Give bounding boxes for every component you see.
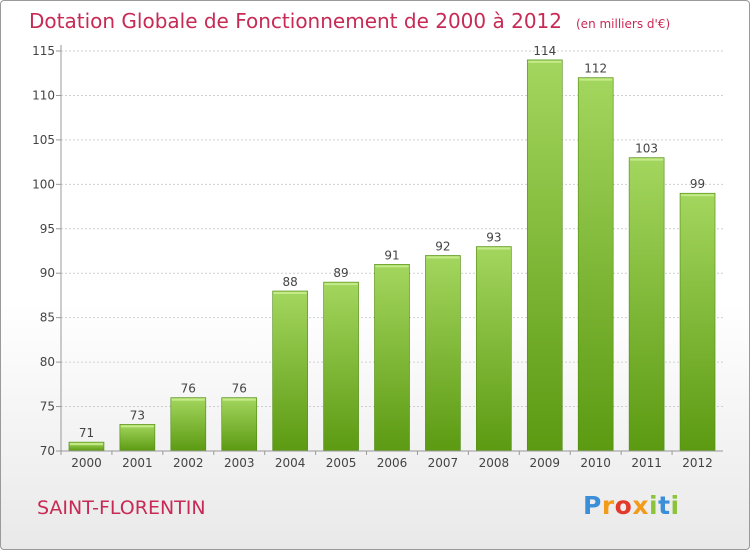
x-tick-label: 2010 — [580, 456, 611, 470]
data-label: 92 — [435, 239, 450, 253]
bar-layer: 71 73 76 76 88 89 91 92 93 114 112 103 99 — [68, 44, 716, 452]
x-tick-label: 2007 — [428, 456, 459, 470]
x-tick-label: 2011 — [631, 456, 662, 470]
data-label: 88 — [283, 275, 298, 289]
data-label: 76 — [232, 382, 247, 396]
data-label: 112 — [584, 62, 607, 76]
bar-highlight — [375, 265, 409, 268]
data-label: 71 — [79, 426, 94, 440]
x-tick-label: 2004 — [275, 456, 306, 470]
data-label: 114 — [533, 44, 556, 58]
commune-name: SAINT-FLORENTIN — [37, 497, 206, 519]
data-label: 103 — [635, 142, 658, 156]
x-tick-label: 2008 — [479, 456, 510, 470]
bar — [476, 246, 512, 452]
y-tick-label: 110 — [32, 88, 55, 102]
bar — [170, 397, 207, 452]
bar-highlight — [222, 398, 256, 401]
bar — [628, 157, 665, 452]
x-tick-label: 2002 — [173, 456, 204, 470]
x-tick-label: 2001 — [122, 456, 153, 470]
bar — [272, 290, 308, 452]
bar-highlight — [477, 247, 511, 250]
y-tick-label: 85 — [40, 311, 55, 325]
bar-highlight — [528, 60, 562, 63]
bar-highlight — [120, 425, 154, 428]
bar-highlight — [579, 78, 613, 81]
bar — [526, 59, 563, 452]
bar-highlight — [69, 443, 103, 446]
y-tick-label: 95 — [40, 222, 55, 236]
data-label: 91 — [384, 248, 399, 262]
chart-title: Dotation Globale de Fonctionnement de 20… — [29, 9, 670, 33]
data-label: 76 — [181, 382, 196, 396]
bar-highlight — [273, 292, 307, 294]
bar — [425, 255, 461, 452]
y-tick-label: 100 — [32, 177, 55, 191]
x-tick-label: 2003 — [224, 456, 255, 470]
y-tick-label: 75 — [40, 400, 55, 414]
x-tick-label: 2006 — [377, 456, 408, 470]
bar — [374, 264, 410, 452]
data-label: 73 — [130, 408, 145, 422]
bar-highlight — [324, 283, 358, 286]
axis-layer: 70 75 80 85 90 95 100 105 110 115 2000 2001 2002 2003… — [32, 44, 723, 470]
bar — [323, 281, 359, 452]
bar-highlight — [630, 158, 664, 161]
y-tick-label: 90 — [40, 266, 55, 280]
logo-letter: i — [649, 491, 659, 520]
x-tick-label: 2012 — [682, 456, 713, 470]
x-tick-label: 2009 — [529, 456, 560, 470]
y-tick-label: 80 — [40, 355, 55, 369]
chart-title-text: Dotation Globale de Fonctionnement de 20… — [29, 9, 562, 33]
logo-letter: o — [614, 491, 633, 520]
logo-letter: P — [583, 491, 602, 520]
logo-letter: i — [670, 491, 680, 520]
logo-letter: t — [658, 491, 671, 520]
y-tick-label: 70 — [40, 444, 55, 458]
bar-highlight — [171, 398, 205, 401]
data-label: 89 — [333, 266, 348, 280]
chart-subtitle: (en milliers d'€) — [576, 17, 671, 31]
x-tick-label: 2005 — [326, 456, 357, 470]
x-tick-label: 2000 — [71, 456, 102, 470]
bar — [221, 397, 258, 452]
data-label: 93 — [486, 231, 501, 245]
y-tick-label: 105 — [32, 133, 55, 147]
bar-highlight — [426, 256, 460, 259]
bar — [577, 77, 614, 452]
proxiti-logo[interactable]: Proxiti — [583, 491, 680, 520]
logo-letter: x — [632, 491, 649, 520]
bar-highlight — [681, 194, 715, 197]
bar — [119, 424, 156, 452]
y-tick-label: 115 — [32, 44, 55, 58]
data-label: 99 — [690, 177, 705, 191]
logo-letter: r — [601, 491, 615, 520]
bar — [679, 192, 716, 452]
